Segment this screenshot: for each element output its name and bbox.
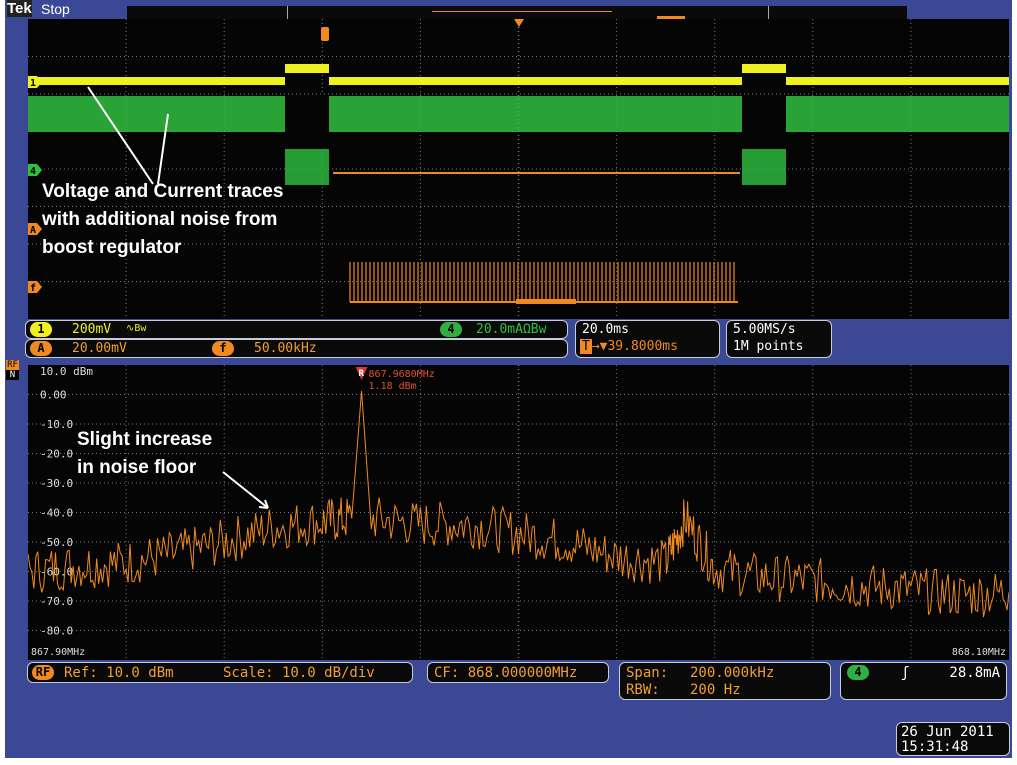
y-tick-label: -70.0 — [40, 595, 73, 608]
marker-level: 1.18 dBm — [369, 381, 417, 392]
time-domain-annotation: Voltage and Current traces with addition… — [42, 178, 283, 262]
y-tick-label: 10.0 dBm — [40, 365, 93, 378]
annotation-line: with additional noise from — [42, 209, 278, 230]
burst-gap — [285, 95, 329, 155]
channel-marker-label: A — [30, 225, 36, 236]
ch4-burst-trace — [285, 149, 329, 185]
ch1-voltage-trace — [33, 77, 285, 85]
record-length: 1M points — [733, 339, 804, 354]
rf-readout[interactable]: RF Ref: 10.0 dBm Scale: 10.0 dB/div — [27, 662, 413, 683]
span-rbw-readout[interactable]: Span: 200.000kHz RBW: 200 Hz — [619, 662, 831, 700]
rf-label: RF — [6, 360, 19, 370]
ch1-bandwidth: ∿Bw — [126, 323, 147, 334]
burst-gap — [742, 95, 786, 155]
bus-badge: f — [212, 341, 234, 356]
annotation-arrow-icon — [87, 86, 169, 185]
record-view-bar[interactable] — [127, 6, 907, 19]
ch4-badge: 4 — [440, 322, 462, 337]
acquisition-state: Stop — [41, 1, 70, 17]
spectrum-trace — [28, 390, 1009, 618]
bus-packet-marker — [516, 299, 576, 304]
annotation-arrow-icon — [222, 471, 269, 509]
horizontal-scale: 20.0ms — [582, 322, 629, 337]
timebase-readout[interactable]: 20.0ms T →▼39.8000ms — [575, 320, 720, 358]
datetime-readout[interactable]: 26 Jun 2011 15:31:48 — [896, 722, 1010, 756]
time: 15:31:48 — [901, 739, 969, 755]
ch1-voltage-trace — [329, 77, 742, 85]
channel-marker-icon — [28, 164, 42, 176]
record-trigger-line — [432, 11, 612, 12]
ch1-voltage-trace — [786, 77, 1009, 85]
x-tick-label: 867.90MHz — [31, 647, 85, 658]
vertical-scale: Scale: 10.0 dB/div — [223, 665, 375, 681]
acquisition-readout[interactable]: 5.00MS/s 1M points — [726, 320, 832, 358]
ch4-current-trace — [28, 96, 1009, 132]
expansion-point-icon — [514, 19, 524, 27]
annotation-line: in noise floor — [77, 457, 197, 478]
annotation-line: Voltage and Current traces — [42, 181, 284, 202]
y-tick-label: -30.0 — [40, 477, 73, 490]
marker-frequency: 867.9680MHz — [369, 369, 435, 380]
ch1-burst-trace — [742, 64, 786, 73]
trigger-readout[interactable]: 4 ʃ 28.8mA — [840, 662, 1007, 700]
y-tick-label: -20.0 — [40, 448, 73, 461]
center-frequency-readout[interactable]: CF: 868.000000MHz — [427, 662, 609, 683]
channel-marker-icon — [28, 76, 42, 88]
math-scale: 20.00mV — [72, 341, 127, 356]
plot-background — [28, 365, 1009, 660]
record-marker — [657, 16, 685, 19]
y-tick-label: -80.0 — [40, 625, 73, 638]
ch1-scale: 200mV — [72, 322, 112, 337]
ch4-scale: 20.0mAΩBw — [476, 322, 547, 337]
date: 26 Jun 2011 — [901, 724, 994, 740]
horizontal-delay: →▼39.8000ms — [591, 339, 678, 354]
channel-readout-row1[interactable]: 1 200mV ∿Bw 4 20.0mAΩBw — [25, 320, 568, 339]
ch4-burst-trace — [742, 149, 786, 185]
spectrum-graticule: 10.0 dBm0.00-10.0-20.0-30.0-40.0-50.0-60… — [28, 365, 1009, 660]
channel-marker-label: 4 — [30, 166, 36, 177]
span-label: Span: — [626, 665, 669, 681]
spectrum-annotation: Slight increase in noise floor — [77, 426, 212, 482]
x-tick-label: 868.10MHz — [952, 647, 1006, 658]
channel-marker-icon — [28, 281, 42, 293]
ch1-badge: 1 — [30, 322, 52, 337]
channel-marker-icon — [28, 223, 42, 235]
reference-marker-label: R — [359, 369, 365, 379]
channel-marker-label: 1 — [30, 78, 36, 89]
reference-level: Ref: 10.0 dBm — [64, 665, 174, 681]
center-frequency: CF: 868.000000MHz — [434, 665, 578, 681]
trigger-source-badge: 4 — [847, 665, 869, 680]
time-domain-graticule: 1 4 Af — [28, 19, 1009, 319]
trigger-position-icon — [321, 27, 329, 41]
trigger-badge: T — [580, 339, 592, 354]
y-tick-label: -40.0 — [40, 507, 73, 520]
sample-rate: 5.00MS/s — [733, 322, 796, 337]
rf-side-badge: RF N — [6, 360, 19, 380]
ch1-burst-trace — [285, 64, 329, 73]
math-badge: A — [30, 341, 52, 356]
y-tick-label: 0.00 — [40, 389, 67, 402]
record-window[interactable] — [287, 6, 769, 19]
annotation-line: Slight increase — [77, 429, 213, 450]
trigger-level: 28.8mA — [949, 665, 1000, 681]
bus-frequency: 50.00kHz — [254, 341, 317, 356]
rf-badge: RF — [32, 665, 54, 680]
normal-label: N — [6, 370, 19, 380]
span-value: 200.000kHz — [690, 665, 775, 681]
top-bar: Tek Stop — [5, 0, 1012, 19]
brand-logo: Tek — [7, 0, 32, 17]
channel-marker-label: f — [30, 283, 36, 294]
rbw-label: RBW: — [626, 682, 660, 698]
y-tick-label: -50.0 — [40, 536, 73, 549]
y-tick-label: -10.0 — [40, 418, 73, 431]
annotation-line: boost regulator — [42, 237, 182, 258]
trigger-slope-icon: ʃ — [901, 665, 910, 681]
bus-trace — [349, 262, 735, 302]
reference-marker-icon — [355, 367, 368, 380]
rbw-value: 200 Hz — [690, 682, 741, 698]
channel-readout-row2[interactable]: A 20.00mV f 50.00kHz — [25, 339, 568, 358]
